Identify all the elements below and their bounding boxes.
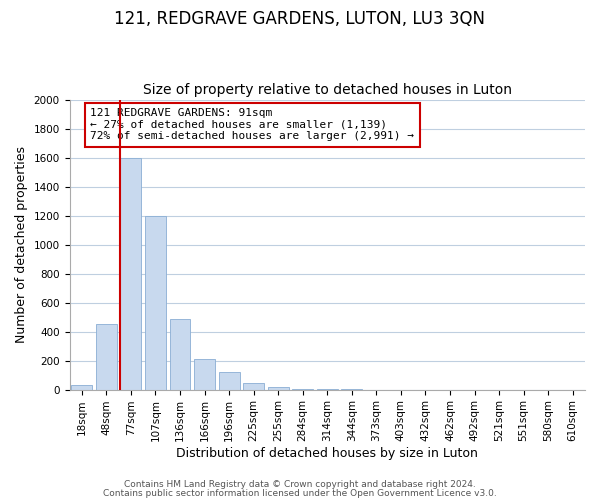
Text: 121 REDGRAVE GARDENS: 91sqm
← 27% of detached houses are smaller (1,139)
72% of : 121 REDGRAVE GARDENS: 91sqm ← 27% of det… [90,108,414,142]
X-axis label: Distribution of detached houses by size in Luton: Distribution of detached houses by size … [176,447,478,460]
Bar [145,216,166,390]
Y-axis label: Number of detached properties: Number of detached properties [15,146,28,343]
Text: Contains public sector information licensed under the Open Government Licence v3: Contains public sector information licen… [103,488,497,498]
Bar [218,372,239,390]
Title: Size of property relative to detached houses in Luton: Size of property relative to detached ho… [143,83,512,97]
Text: Contains HM Land Registry data © Crown copyright and database right 2024.: Contains HM Land Registry data © Crown c… [124,480,476,489]
Bar [292,389,313,390]
Bar [170,318,190,390]
Bar [71,384,92,390]
Bar [243,383,264,390]
Bar [96,324,117,390]
Bar [268,386,289,390]
Bar [121,158,142,390]
Bar [194,359,215,390]
Text: 121, REDGRAVE GARDENS, LUTON, LU3 3QN: 121, REDGRAVE GARDENS, LUTON, LU3 3QN [115,10,485,28]
